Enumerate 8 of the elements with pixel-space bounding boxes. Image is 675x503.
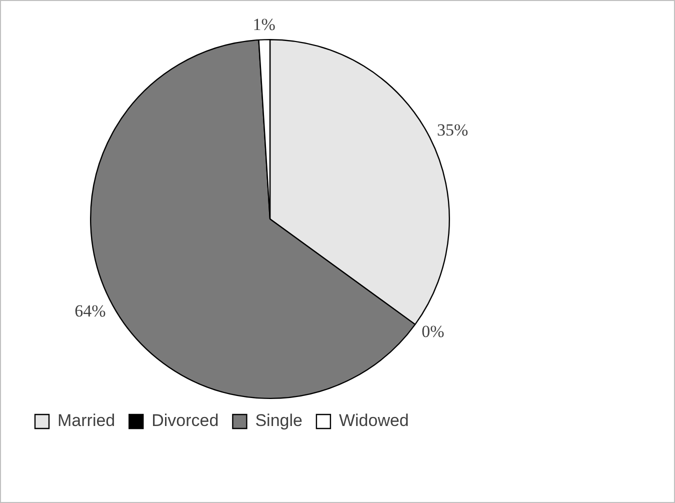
- legend-label: Single: [255, 411, 302, 430]
- legend-label: Widowed: [338, 411, 409, 430]
- legend-label: Married: [58, 411, 116, 430]
- text: 0%: [422, 322, 444, 342]
- data-label: 35%: [436, 120, 468, 140]
- data-label: 1%: [252, 15, 276, 34]
- data-label: 64%: [74, 302, 106, 321]
- legend-label: Divorced: [152, 411, 219, 430]
